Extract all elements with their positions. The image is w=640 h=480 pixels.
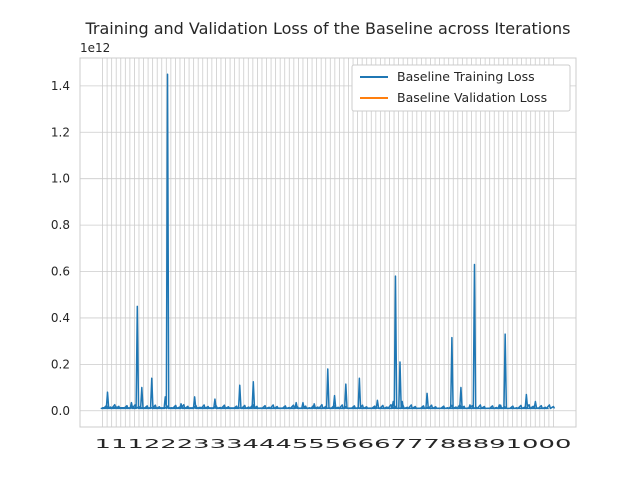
y-tick-label: 0.8 bbox=[51, 218, 70, 232]
axes-frame bbox=[79, 57, 577, 428]
legend bbox=[351, 64, 571, 112]
plot-area: 0.0 0.2 0.4 0.6 0.8 1.0 1.2 1.4 1112223334445556… bbox=[51, 57, 577, 451]
y-tick-label: 0.4 bbox=[51, 311, 70, 325]
x-tick-labels: 11122233344455566677788891000 bbox=[95, 437, 572, 451]
legend-label: Baseline Validation Loss bbox=[397, 90, 547, 105]
y-axis-offset-label: 1e12 bbox=[80, 41, 110, 55]
chart-title: Training and Validation Loss of the Base… bbox=[84, 19, 570, 38]
legend-label: Baseline Training Loss bbox=[397, 69, 535, 84]
training-loss-line bbox=[100, 73, 556, 410]
y-tick-label: 0.2 bbox=[51, 357, 70, 371]
y-tick-label: 0.0 bbox=[51, 404, 70, 418]
y-tick-label: 1.0 bbox=[51, 172, 70, 186]
y-tick-label: 0.6 bbox=[51, 265, 70, 279]
y-tick-label: 1.2 bbox=[51, 125, 70, 139]
y-tick-label: 1.4 bbox=[51, 79, 70, 93]
